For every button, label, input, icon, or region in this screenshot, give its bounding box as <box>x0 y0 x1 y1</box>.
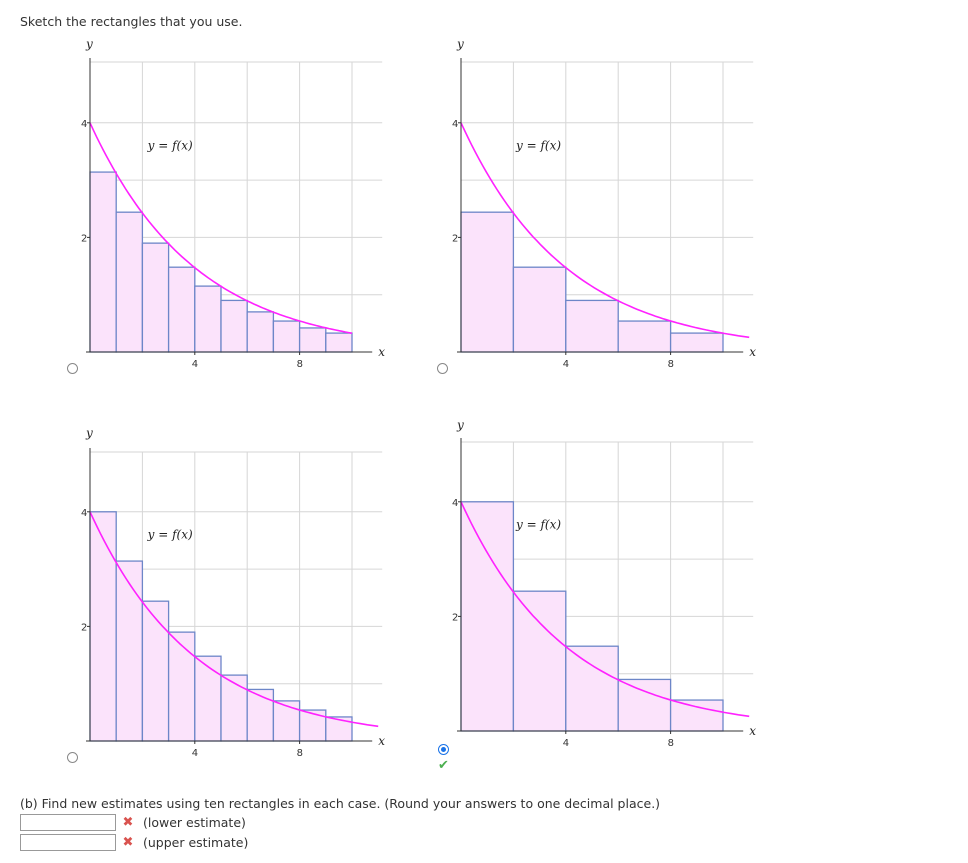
option-radio-3[interactable] <box>67 752 78 763</box>
x-axis-label: x <box>749 345 756 359</box>
x-axis-label: x <box>378 734 385 748</box>
bar-rect <box>220 299 248 353</box>
bar-rect <box>460 211 515 353</box>
lower-estimate-input[interactable] <box>20 813 116 831</box>
y-axis-label: y <box>456 418 464 432</box>
bar-rect <box>617 320 672 353</box>
curve-label: y = f(x) <box>515 518 561 532</box>
lower-estimate-label: (lower estimate) <box>143 814 246 830</box>
bar-rect <box>565 299 619 353</box>
x-tick-label: 8 <box>668 359 674 370</box>
y-tick-label: 2 <box>452 233 458 244</box>
x-tick-label: 4 <box>563 359 569 370</box>
y-tick-label: 2 <box>452 612 458 623</box>
x-axis-label: x <box>378 345 385 359</box>
upper-estimate-row: ✖ (upper estimate) <box>20 833 248 851</box>
bar-rect <box>512 590 567 732</box>
bar-rect <box>272 320 301 353</box>
curve-f <box>460 501 750 718</box>
upper-estimate-label: (upper estimate) <box>143 834 249 850</box>
part-b-question: (b) Find new estimates using ten rectang… <box>20 796 661 811</box>
curve-f <box>89 122 353 334</box>
bar-rect <box>669 699 724 732</box>
lower-estimate-row: ✖ (lower estimate) <box>20 813 246 831</box>
x-mark-icon: ✖ <box>122 834 134 850</box>
y-axis-label: y <box>85 426 93 440</box>
y-tick-label: 4 <box>81 508 87 519</box>
y-tick-label: 2 <box>81 622 87 633</box>
x-tick-label: 4 <box>192 748 198 759</box>
x-tick-label: 4 <box>192 359 198 370</box>
bar-rect <box>141 600 170 742</box>
curve-label: y = f(x) <box>147 139 193 153</box>
y-tick-label: 4 <box>452 498 458 509</box>
bar-rect <box>246 688 275 742</box>
y-tick-label: 4 <box>452 119 458 130</box>
bar-rect <box>89 171 117 353</box>
y-tick-label: 2 <box>81 233 87 244</box>
bar-rect <box>617 678 672 732</box>
y-tick-label: 4 <box>81 119 87 130</box>
bar-rect <box>512 266 567 353</box>
y-axis-label: y <box>85 37 93 51</box>
x-mark-icon: ✖ <box>122 814 134 830</box>
bar-rect <box>460 501 515 732</box>
curve-f <box>89 511 379 728</box>
x-axis-label: x <box>749 724 756 738</box>
upper-estimate-input[interactable] <box>20 833 116 851</box>
curve-label: y = f(x) <box>515 139 561 153</box>
bar-rect <box>565 645 619 732</box>
x-tick-label: 8 <box>297 359 303 370</box>
y-axis-label: y <box>456 37 464 51</box>
option-radio-2[interactable] <box>437 363 448 374</box>
option-radio-4[interactable] <box>438 744 449 755</box>
curve-f <box>460 122 750 339</box>
curve-label: y = f(x) <box>147 528 193 542</box>
grid <box>90 61 383 352</box>
option-radio-1[interactable] <box>67 363 78 374</box>
bar-rect <box>194 655 222 742</box>
instruction-text: Sketch the rectangles that you use. <box>20 14 243 29</box>
x-tick-label: 4 <box>563 738 569 749</box>
x-tick-label: 8 <box>668 738 674 749</box>
checkmark-icon: ✔ <box>438 758 449 773</box>
x-tick-label: 8 <box>297 748 303 759</box>
bar-rect <box>272 700 301 742</box>
